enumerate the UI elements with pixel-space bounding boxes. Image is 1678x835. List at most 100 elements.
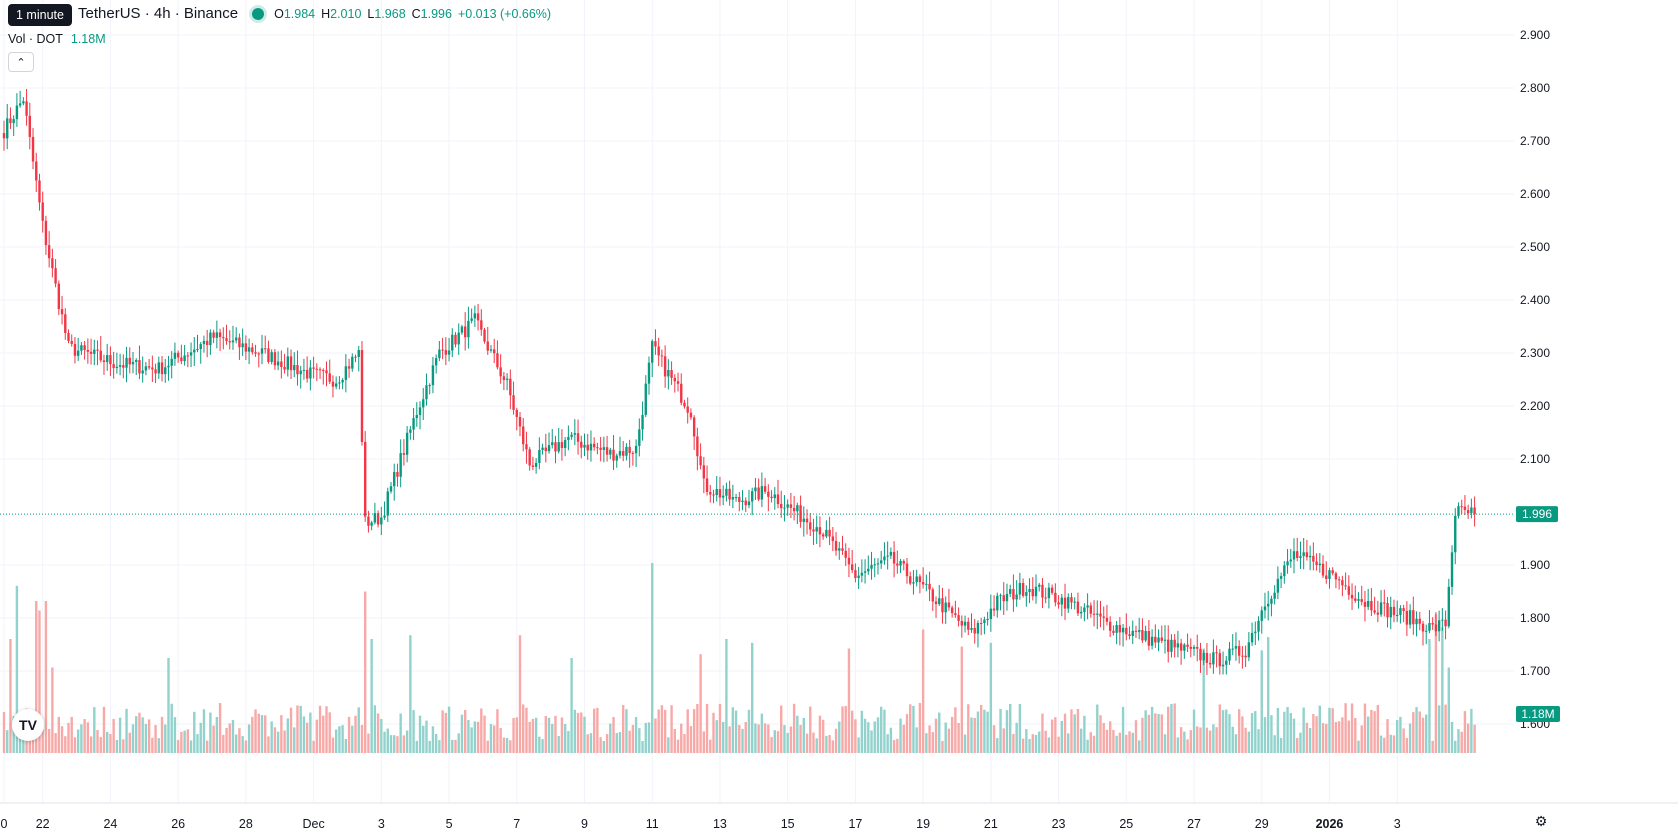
volume-bar [576,712,580,753]
volume-bar [2,712,6,753]
volume-bar [1034,734,1038,753]
candle-body [373,513,377,523]
volume-bar [1079,728,1083,753]
candle-body [931,589,934,602]
symbol-title[interactable]: TetherUS · 4h · Binance [78,5,239,22]
volume-bar [631,724,635,753]
volume-bar [999,708,1002,753]
volume-bar [173,717,177,753]
volume-bar [1150,706,1154,753]
volume-bar [251,716,254,753]
volume-bar [622,705,625,753]
candle-body [886,555,889,557]
candle-body [264,348,267,350]
candle-body [780,503,783,509]
candle-body [899,560,902,566]
candle-body [128,357,131,365]
candle-body [518,416,522,427]
volume-label[interactable]: Vol · DOT [8,32,63,46]
tradingview-logo[interactable]: TV [12,709,44,741]
volume-bar [396,736,399,753]
candle-body [144,366,148,371]
volume-bar [254,709,257,753]
volume-bar [767,724,770,753]
volume-bar [963,734,967,753]
candle-body [9,118,12,124]
candle-body [641,414,644,430]
x-tick-label: 13 [713,817,727,831]
volume-bar [1199,727,1202,753]
candle-body [667,370,670,377]
volume-bar [383,731,386,753]
candle-body [405,432,409,455]
candle-body [1312,555,1315,562]
volume-bar [770,737,773,753]
volume-bar [367,733,370,753]
candle-body [525,444,528,450]
volume-bar [873,721,876,753]
volume-bar [286,718,289,753]
volume-bar [809,706,812,753]
y-tick-label: 1.900 [1520,558,1550,572]
volume-bar [225,727,228,753]
collapse-legend-button[interactable]: ⌃ [8,52,34,72]
volume-bar [1405,738,1409,753]
volume-bar [125,708,128,753]
volume-bar [438,740,441,753]
y-tick-label: 2.300 [1520,346,1550,360]
candle-body [331,381,335,387]
volume-bar [1305,722,1309,753]
volume-bar [151,737,154,753]
candle-body [1383,602,1386,604]
candle-body [480,320,483,330]
candle-body [509,378,512,396]
candle-body [676,381,680,384]
candle-body [989,608,993,619]
candle-body [1450,552,1454,587]
volume-bar [99,737,102,753]
volume-bar [525,707,528,753]
volume-bar [1157,714,1160,753]
candle-body [1108,621,1112,631]
axes: 2.900 2.800 2.700 2.600 2.500 2.400 2.300 2.200… [0,28,1678,831]
volume-bar [1299,732,1302,753]
volume-bar [199,722,202,753]
volume-bar [296,705,299,753]
candle-body [712,494,715,496]
volume-bar [857,737,860,753]
candle-body [1228,648,1231,661]
volume-bar [1154,713,1157,753]
volume-bar [193,711,196,753]
candle-body [725,488,728,496]
volume-bar [157,738,160,753]
y-tick-label: 2.500 [1520,240,1550,254]
candle-body [834,541,838,551]
candle-body [1047,587,1051,599]
volume-bar [976,711,980,753]
candle-body [302,369,306,371]
grid [0,0,1514,803]
candle-body [770,496,773,499]
candle-body [1444,619,1447,627]
volume-bar [967,704,970,753]
candle-body [547,445,551,452]
candle-body [873,564,876,566]
gear-icon[interactable]: ⚙ [1534,813,1548,829]
candle-body [160,362,164,375]
volume-bar [950,716,954,753]
candle-body [1276,578,1280,593]
candle-body [586,444,589,451]
candle-body [880,560,883,564]
volume-bar [215,717,219,753]
volume-bar [1073,714,1076,753]
candle-body [1237,646,1241,656]
volume-bar [1147,714,1151,753]
candle-body [638,429,641,446]
candle-body [625,446,628,456]
volume-bar [128,732,131,753]
candle-body [276,361,280,366]
candle-body [1118,625,1122,633]
volume-bar [1341,717,1344,753]
candle-body [828,529,831,537]
